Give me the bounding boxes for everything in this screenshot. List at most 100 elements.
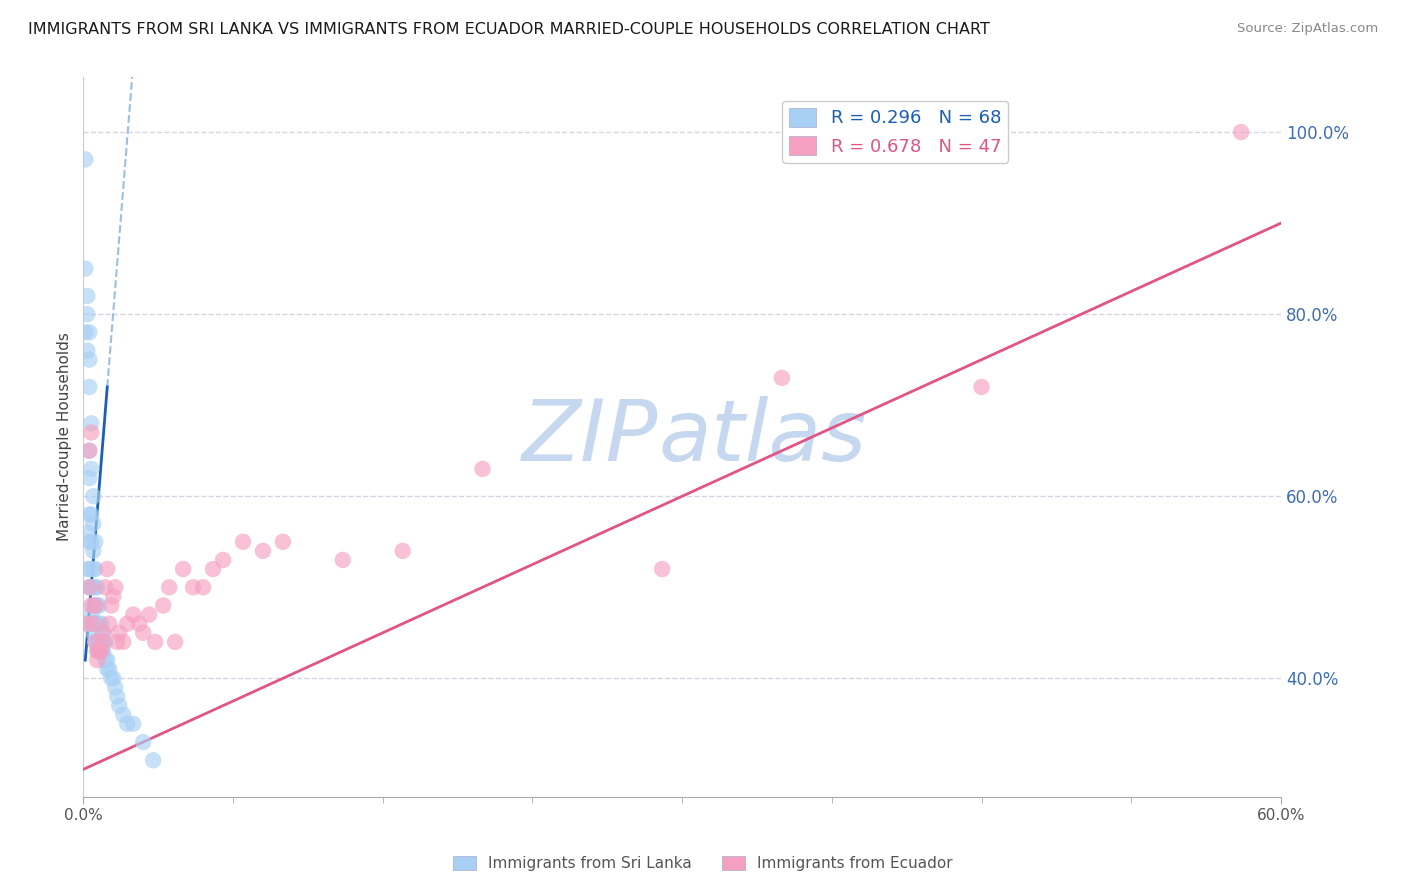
Point bbox=[104, 580, 127, 594]
Point bbox=[76, 343, 98, 358]
Point bbox=[143, 635, 166, 649]
Point bbox=[86, 599, 108, 613]
Point bbox=[181, 580, 204, 594]
Point bbox=[76, 616, 98, 631]
Point bbox=[132, 735, 155, 749]
Point bbox=[91, 635, 114, 649]
Point bbox=[86, 635, 108, 649]
Point bbox=[94, 653, 117, 667]
Point bbox=[112, 707, 135, 722]
Point bbox=[82, 616, 104, 631]
Point bbox=[98, 662, 121, 676]
Text: Source: ZipAtlas.com: Source: ZipAtlas.com bbox=[1237, 22, 1378, 36]
Point bbox=[77, 580, 100, 594]
Point bbox=[84, 599, 107, 613]
Point bbox=[80, 534, 103, 549]
Point bbox=[86, 616, 108, 631]
Text: atlas: atlas bbox=[658, 395, 866, 478]
Text: ZIP: ZIP bbox=[522, 395, 658, 478]
Point bbox=[970, 380, 993, 394]
Point bbox=[332, 553, 354, 567]
Point bbox=[212, 553, 235, 567]
Point bbox=[105, 635, 128, 649]
Point bbox=[651, 562, 673, 576]
Point bbox=[80, 580, 103, 594]
Point bbox=[77, 471, 100, 485]
Point bbox=[770, 371, 793, 385]
Point bbox=[108, 625, 131, 640]
Point bbox=[82, 516, 104, 531]
Point bbox=[108, 698, 131, 713]
Legend: Immigrants from Sri Lanka, Immigrants from Ecuador: Immigrants from Sri Lanka, Immigrants fr… bbox=[447, 850, 959, 877]
Point bbox=[77, 443, 100, 458]
Point bbox=[138, 607, 160, 622]
Point bbox=[84, 635, 107, 649]
Text: IMMIGRANTS FROM SRI LANKA VS IMMIGRANTS FROM ECUADOR MARRIED-COUPLE HOUSEHOLDS C: IMMIGRANTS FROM SRI LANKA VS IMMIGRANTS … bbox=[28, 22, 990, 37]
Point bbox=[89, 644, 111, 658]
Point bbox=[80, 607, 103, 622]
Point bbox=[76, 289, 98, 303]
Point bbox=[77, 562, 100, 576]
Point bbox=[142, 753, 165, 767]
Point bbox=[84, 599, 107, 613]
Point bbox=[82, 599, 104, 613]
Point bbox=[86, 653, 108, 667]
Point bbox=[271, 534, 294, 549]
Point bbox=[104, 681, 127, 695]
Point bbox=[84, 616, 107, 631]
Point bbox=[90, 616, 112, 631]
Point bbox=[76, 616, 98, 631]
Point bbox=[80, 417, 103, 431]
Point bbox=[75, 153, 97, 167]
Y-axis label: Married-couple Households: Married-couple Households bbox=[58, 333, 72, 541]
Point bbox=[172, 562, 194, 576]
Point bbox=[202, 562, 225, 576]
Point bbox=[77, 534, 100, 549]
Point bbox=[77, 443, 100, 458]
Point bbox=[98, 616, 121, 631]
Point bbox=[252, 544, 274, 558]
Point bbox=[191, 580, 214, 594]
Point bbox=[80, 425, 103, 440]
Point bbox=[132, 625, 155, 640]
Point bbox=[82, 489, 104, 503]
Point bbox=[103, 590, 125, 604]
Point bbox=[77, 508, 100, 522]
Point bbox=[77, 326, 100, 340]
Point bbox=[91, 625, 114, 640]
Point bbox=[115, 716, 138, 731]
Point bbox=[86, 644, 108, 658]
Point bbox=[77, 580, 100, 594]
Point bbox=[80, 616, 103, 631]
Point bbox=[82, 616, 104, 631]
Point bbox=[76, 307, 98, 321]
Point bbox=[76, 562, 98, 576]
Point bbox=[89, 599, 111, 613]
Point bbox=[82, 544, 104, 558]
Point bbox=[96, 662, 118, 676]
Point bbox=[84, 562, 107, 576]
Point bbox=[103, 671, 125, 685]
Point bbox=[90, 644, 112, 658]
Point bbox=[75, 326, 97, 340]
Point bbox=[152, 599, 174, 613]
Point bbox=[82, 625, 104, 640]
Point bbox=[165, 635, 187, 649]
Point bbox=[115, 616, 138, 631]
Point bbox=[80, 462, 103, 476]
Point bbox=[94, 580, 117, 594]
Point bbox=[75, 261, 97, 276]
Point bbox=[84, 635, 107, 649]
Point bbox=[391, 544, 413, 558]
Point bbox=[86, 580, 108, 594]
Point bbox=[80, 508, 103, 522]
Point bbox=[94, 635, 117, 649]
Point bbox=[128, 616, 150, 631]
Point bbox=[100, 671, 122, 685]
Point bbox=[80, 599, 103, 613]
Point bbox=[471, 462, 494, 476]
Point bbox=[77, 352, 100, 367]
Point bbox=[76, 525, 98, 540]
Point bbox=[232, 534, 254, 549]
Point bbox=[122, 716, 145, 731]
